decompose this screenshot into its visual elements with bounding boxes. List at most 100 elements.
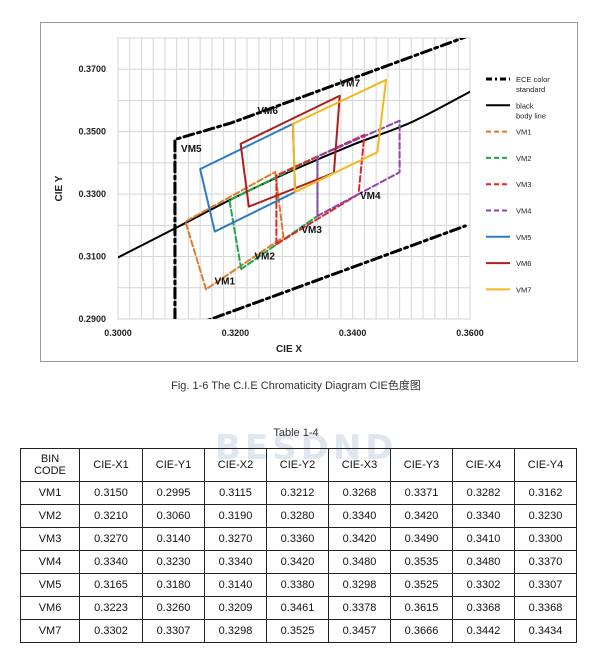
header-cie-y2: CIE-Y2 [266, 448, 329, 482]
bin-code-cell: VM7 [20, 619, 80, 643]
table-row: VM7 0.3302 0.3307 0.3298 0.3525 0.3457 0.3666 0… [20, 619, 577, 643]
value-cell: 0.3180 [142, 573, 205, 597]
header-cie-y4: CIE-Y4 [514, 448, 577, 482]
y-tick-label: 0.2900 [78, 314, 106, 324]
value-cell: 0.3140 [142, 527, 205, 551]
value-cell: 0.3442 [452, 619, 515, 643]
header-bin-code: BIN CODE [20, 448, 80, 482]
legend-ece-color-standard-label: ECE color [516, 75, 550, 84]
series-group [118, 38, 470, 319]
header-cie-x3: CIE-X3 [328, 448, 391, 482]
annotation-vm3: VM3 [301, 225, 322, 236]
value-cell: 0.3360 [266, 527, 329, 551]
legend-vm1-label: VM1 [516, 128, 531, 137]
value-cell: 0.3270 [79, 527, 143, 551]
y-tick-label: 0.3100 [78, 252, 106, 262]
legend-black-body-line-label: body line [516, 111, 546, 120]
bin-code-cell: VM3 [20, 527, 80, 551]
legend-vm6-label: VM6 [516, 259, 531, 268]
x-tick-label: 0.3600 [456, 328, 484, 338]
annotation-vm6: VM6 [257, 106, 278, 117]
annotation-vm1: VM1 [214, 277, 235, 288]
chart-frame [40, 22, 578, 362]
x-tick-label: 0.3000 [104, 328, 132, 338]
series-vm6-quad [239, 94, 341, 208]
value-cell: 0.3615 [390, 596, 453, 620]
value-cell: 0.3340 [79, 550, 143, 574]
value-cell: 0.3434 [514, 619, 577, 643]
value-cell: 0.3420 [328, 527, 391, 551]
value-cell: 0.3280 [266, 504, 329, 528]
value-cell: 0.3268 [328, 481, 391, 505]
table-row: VM1 0.3150 0.2995 0.3115 0.3212 0.3268 0.3371 0… [20, 481, 577, 505]
value-cell: 0.3666 [390, 619, 453, 643]
value-cell: 0.3165 [79, 573, 143, 597]
table-row: VM3 0.3270 0.3140 0.3270 0.3360 0.3420 0.3490 0… [20, 527, 577, 551]
value-cell: 0.3461 [266, 596, 329, 620]
value-cell: 0.3302 [79, 619, 143, 643]
header-cie-x2: CIE-X2 [204, 448, 267, 482]
value-cell: 0.3223 [79, 596, 143, 620]
legend-ece-color-standard-label: standard [516, 85, 545, 94]
table-body: VM1 0.3150 0.2995 0.3115 0.3212 0.3268 0.3371 0… [20, 481, 577, 643]
annotation-vm5: VM5 [181, 144, 202, 155]
y-tick-label: 0.3700 [78, 64, 106, 74]
y-axis-label: CIE Y [54, 175, 65, 201]
legend-black-body-line-label: black [516, 101, 534, 110]
value-cell: 0.3300 [514, 527, 577, 551]
bin-code-table: BIN CODE CIE-X1 CIE-Y1 CIE-X2 CIE-Y2 CIE-… [20, 448, 577, 643]
value-cell: 0.3190 [204, 504, 267, 528]
table-row: VM4 0.3340 0.3230 0.3340 0.3420 0.3480 0.3535 0… [20, 550, 577, 574]
value-cell: 0.3060 [142, 504, 205, 528]
value-cell: 0.3282 [452, 481, 515, 505]
value-cell: 0.3115 [204, 481, 267, 505]
value-cell: 0.3378 [328, 596, 391, 620]
annotation-vm4: VM4 [360, 191, 381, 202]
value-cell: 0.3150 [79, 481, 143, 505]
value-cell: 0.3370 [514, 550, 577, 574]
bin-code-cell: VM6 [20, 596, 80, 620]
value-cell: 0.3210 [79, 504, 143, 528]
value-cell: 0.3480 [328, 550, 391, 574]
value-cell: 0.3410 [452, 527, 515, 551]
value-cell: 0.3457 [328, 619, 391, 643]
figure-caption: Fig. 1-6 The C.I.E Chromaticity Diagram … [171, 380, 421, 392]
value-cell: 0.3209 [204, 596, 267, 620]
y-tick-label: 0.3300 [78, 189, 106, 199]
bin-code-cell: VM5 [20, 573, 80, 597]
value-cell: 0.3307 [142, 619, 205, 643]
header-cie-y3: CIE-Y3 [390, 448, 453, 482]
value-cell: 0.3302 [452, 573, 515, 597]
value-cell: 0.3371 [390, 481, 453, 505]
value-cell: 0.3525 [390, 573, 453, 597]
legend-vm5-label: VM5 [516, 233, 531, 242]
value-cell: 0.3420 [266, 550, 329, 574]
value-cell: 0.3212 [266, 481, 329, 505]
value-cell: 0.3298 [328, 573, 391, 597]
value-cell: 0.3380 [266, 573, 329, 597]
value-cell: 0.3480 [452, 550, 515, 574]
value-cell: 0.3307 [514, 573, 577, 597]
value-cell: 0.3368 [514, 596, 577, 620]
legend-vm2-label: VM2 [516, 154, 531, 163]
bin-code-cell: VM1 [20, 481, 80, 505]
value-cell: 0.3162 [514, 481, 577, 505]
y-tick-label: 0.3500 [78, 127, 106, 137]
value-cell: 0.3140 [204, 573, 267, 597]
x-tick-label: 0.3200 [222, 328, 250, 338]
value-cell: 0.3260 [142, 596, 205, 620]
value-cell: 0.3490 [390, 527, 453, 551]
bin-code-cell: VM4 [20, 550, 80, 574]
value-cell: 0.3420 [390, 504, 453, 528]
legend-vm7-label: VM7 [516, 285, 531, 294]
annotation-vm7: VM7 [339, 78, 360, 89]
value-cell: 0.2995 [142, 481, 205, 505]
value-cell: 0.3340 [452, 504, 515, 528]
cie-chromaticity-chart: 0.3000 0.3200 0.3400 0.3600 0.2900 0.3100 0.33… [54, 37, 550, 355]
series-vm7-quad [291, 78, 388, 193]
value-cell: 0.3270 [204, 527, 267, 551]
table-row: VM6 0.3223 0.3260 0.3209 0.3461 0.3378 0.3615 0… [20, 596, 577, 620]
header-cie-x1: CIE-X1 [79, 448, 143, 482]
series-vm4-quad [316, 119, 401, 217]
series-vm3-quad [275, 133, 366, 246]
